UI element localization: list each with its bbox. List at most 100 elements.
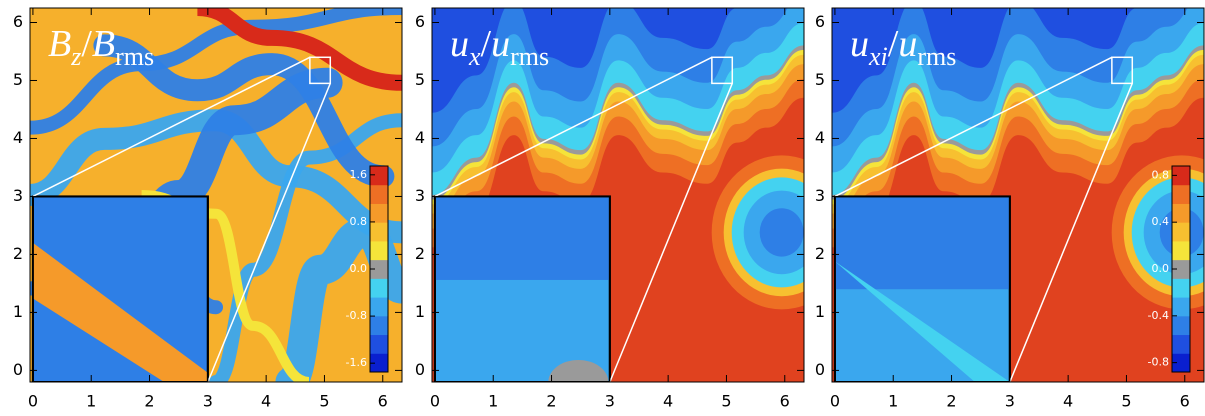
colorbar-label: 0.0 <box>1152 262 1170 275</box>
y-tick-label: 2 <box>815 244 825 263</box>
colorbar-swatch <box>1172 297 1190 317</box>
colorbar-swatch <box>1172 166 1190 186</box>
zoom-line <box>834 56 1113 198</box>
zoom-line <box>1009 83 1133 382</box>
colorbar-swatch <box>1172 353 1190 373</box>
colorbar-swatch <box>1172 222 1190 242</box>
field-vortex <box>759 208 804 257</box>
y-tick-label: 4 <box>13 128 23 147</box>
inset-frame <box>833 195 1011 382</box>
zoom-line <box>207 83 331 382</box>
y-tick-label: 4 <box>415 128 425 147</box>
y-tick-label: 5 <box>13 70 23 89</box>
title-part: u <box>850 23 869 65</box>
field-streak <box>93 34 395 188</box>
panel-title: ux/urms <box>450 23 549 71</box>
x-tick-label: 2 <box>144 392 154 411</box>
y-tick-label: 1 <box>415 302 425 321</box>
x-tick-label: 6 <box>1180 392 1190 411</box>
title-part: x <box>468 42 481 71</box>
zoom-box <box>309 56 332 85</box>
x-tick-label: 4 <box>1063 392 1073 411</box>
field-streak <box>196 8 402 91</box>
x-tick-label: 6 <box>780 392 790 411</box>
colorbar-label: 0.8 <box>350 215 368 228</box>
title-part: / <box>81 23 92 65</box>
colorbar-swatch <box>1172 278 1190 298</box>
field-region <box>832 8 1204 113</box>
zoom-line <box>32 56 311 198</box>
zoom-box <box>711 56 734 85</box>
y-tick-label: 0 <box>415 360 425 379</box>
inset-band <box>834 196 1010 290</box>
title-part: u <box>450 23 469 65</box>
title-part: xi <box>868 42 888 71</box>
colorbar-swatch <box>370 240 388 261</box>
colorbar-swatch <box>370 353 388 373</box>
colorbar-swatch <box>370 166 388 186</box>
colorbar-label: 0.8 <box>1152 168 1170 181</box>
x-tick-label: 5 <box>319 392 329 411</box>
x-tick-label: 1 <box>86 392 96 411</box>
colorbar-label: 1.6 <box>350 168 368 181</box>
y-tick-label: 0 <box>815 360 825 379</box>
colorbar-swatch <box>370 297 388 317</box>
x-tick-label: 5 <box>1121 392 1131 411</box>
colorbar-swatch <box>370 222 388 242</box>
y-tick-label: 0 <box>13 360 23 379</box>
colorbar-swatch <box>1172 259 1190 279</box>
x-tick-label: 5 <box>721 392 731 411</box>
y-tick-label: 3 <box>13 186 23 205</box>
colorbar-label: -0.8 <box>346 309 367 322</box>
x-tick-label: 2 <box>546 392 556 411</box>
panel-title: uxi/urms <box>850 23 956 71</box>
y-tick-label: 5 <box>815 70 825 89</box>
zoom-line <box>609 83 733 382</box>
x-tick-label: 0 <box>28 392 38 411</box>
y-tick-label: 4 <box>815 128 825 147</box>
inset-band <box>32 242 208 382</box>
title-part: rms <box>510 42 549 71</box>
y-tick-label: 5 <box>415 70 425 89</box>
inset-band <box>834 261 1010 382</box>
colorbar-swatch <box>370 315 388 336</box>
inset-blob <box>548 360 609 382</box>
y-tick-label: 6 <box>13 12 23 31</box>
colorbar-swatch <box>370 203 388 223</box>
panel: 0 1 2 3 4 5 6 0 1 2 3 4 5 6 Bz/Brms -1.6 -0.8 0.0 0.8 1.6 <box>13 7 403 411</box>
y-tick-label: 6 <box>415 12 425 31</box>
title-part: z <box>70 42 81 71</box>
colorbar-swatch <box>370 259 388 279</box>
plot-frame <box>831 7 1205 383</box>
colorbar-label: -1.6 <box>346 356 367 369</box>
y-tick-label: 2 <box>13 244 23 263</box>
colorbar-swatch <box>1172 184 1190 204</box>
y-tick-label: 2 <box>415 244 425 263</box>
x-tick-label: 2 <box>946 392 956 411</box>
x-tick-label: 4 <box>663 392 673 411</box>
x-tick-label: 3 <box>1005 392 1015 411</box>
y-tick-label: 6 <box>815 12 825 31</box>
field-streak <box>30 8 402 135</box>
colorbar-swatch <box>370 184 388 204</box>
title-part: u <box>491 23 510 65</box>
colorbar-label: -0.4 <box>1148 309 1169 322</box>
zoom-line <box>434 56 713 198</box>
field-streak <box>209 113 402 382</box>
colorbar-label: 0.4 <box>1152 215 1170 228</box>
y-tick-label: 1 <box>815 302 825 321</box>
plot-frame <box>29 7 403 383</box>
field-region <box>432 8 804 113</box>
colorbar-swatch <box>370 278 388 298</box>
colorbar-label: -0.8 <box>1148 356 1169 369</box>
colorbar-swatch <box>1172 315 1190 336</box>
title-part: / <box>888 23 899 65</box>
title-part: B <box>48 23 71 65</box>
plot-frame <box>431 7 805 383</box>
colorbar-swatch <box>1172 334 1190 354</box>
y-tick-label: 1 <box>13 302 23 321</box>
x-tick-label: 1 <box>888 392 898 411</box>
